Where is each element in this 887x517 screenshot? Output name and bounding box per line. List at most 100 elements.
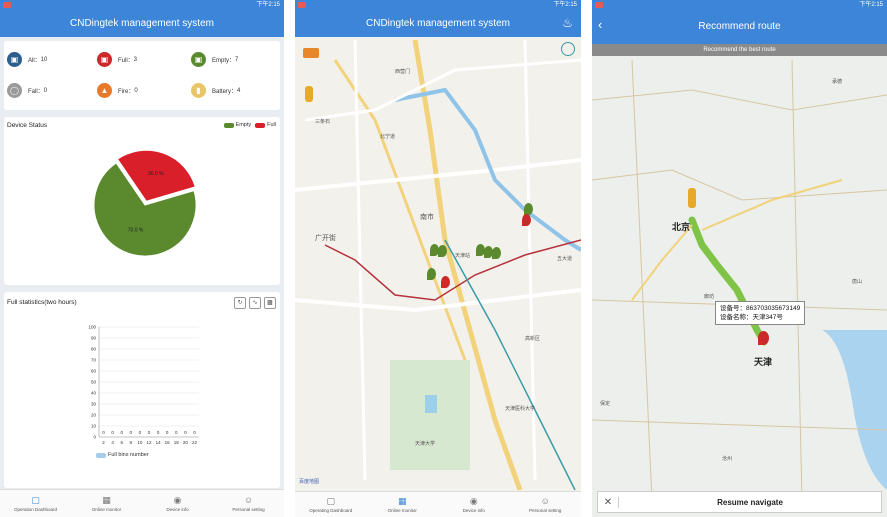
bar-data-label: 0	[111, 430, 114, 435]
user-icon: ☺	[540, 496, 550, 506]
city-label-tianjin: 天津	[754, 357, 773, 367]
line-chart-icon[interactable]: ∿	[249, 297, 261, 309]
pie-legend: Empty Full	[220, 122, 276, 128]
bar-data-label: 0	[139, 430, 142, 435]
category-all[interactable]: ▣ All： 10	[7, 52, 47, 67]
device-number: 设备号：863703035673149	[720, 305, 801, 312]
bin-marker-empty[interactable]	[438, 245, 447, 257]
worker-icon[interactable]	[688, 188, 696, 208]
bin-marker-full[interactable]	[441, 276, 450, 288]
route-map[interactable]	[592, 0, 887, 517]
bin-marker-empty[interactable]	[492, 247, 501, 259]
y-tick-label: 0	[93, 435, 96, 440]
map-label: 沧州	[722, 456, 733, 462]
bar-data-label: 0	[193, 430, 196, 435]
close-icon[interactable]: ✕	[598, 496, 619, 508]
bar-data-label: 0	[184, 430, 187, 435]
route-screen: 下午2:15 Recommend route ‹ Recommend the b…	[592, 0, 887, 517]
x-tick-label: 10	[137, 440, 143, 445]
map-label: 三条石	[315, 119, 331, 125]
bell-icon[interactable]: ♨	[562, 16, 573, 30]
legend-empty: Empty	[235, 122, 252, 128]
map-label: 廊坊	[704, 294, 715, 300]
tab-personal-setting[interactable]: ☺ Personal setting	[232, 495, 265, 512]
map-icon: ▦	[397, 496, 407, 506]
bottom-tab-bar: ▢ Operation Dashboard ▦ Online monitor ◉ De…	[0, 489, 284, 517]
status-time: 下午2:15	[256, 2, 280, 8]
status-time: 下午2:15	[859, 2, 883, 8]
device-popup[interactable]: 设备号：863703035673149 设备名称：天津347号	[715, 301, 806, 325]
notification-icon	[3, 2, 11, 8]
category-fire[interactable]: ▲ Fire： 0	[97, 83, 138, 98]
tab-online-monitor[interactable]: ▦ Online monitor	[91, 495, 122, 512]
bar-data-label: 0	[175, 430, 178, 435]
y-tick-label: 100	[88, 325, 96, 330]
bin-marker-full[interactable]	[758, 331, 769, 345]
empty-bin-icon: ▣	[191, 52, 206, 67]
bar-data-label: 0	[157, 430, 160, 435]
tab-operation-dashboard[interactable]: ▢ Operation Dashboard	[13, 495, 58, 512]
bin-marker-empty[interactable]	[484, 246, 493, 258]
category-summary-card: ▣ All： 10 ▣ Full： 3 ▣ Empty： 7 ◯ Fall： 0 ▲ Fire： 0…	[4, 41, 280, 110]
tab-online-monitor[interactable]: ▦ Online monitor	[387, 496, 417, 513]
tab-device-info[interactable]: ◉ Device info	[166, 495, 189, 512]
page-title: CNDingtek management system	[295, 10, 581, 37]
x-tick-label: 14	[156, 440, 162, 445]
battery-icon: ▮	[191, 83, 206, 98]
legend-swatch-full-bins	[96, 452, 106, 458]
x-tick-label: 2	[102, 440, 105, 445]
compass-icon[interactable]	[561, 42, 575, 56]
tab-operating-dashboard[interactable]: ▢ Operating Dashboard	[309, 496, 353, 513]
y-tick-label: 50	[91, 380, 97, 385]
trash-icon: ▣	[7, 52, 22, 67]
bar-chart-icon[interactable]: ▩	[264, 297, 276, 309]
dashboard-screen: 下午2:15 CNDingtek management system ▣ All：…	[0, 0, 284, 517]
pie-data-label: 30.0 %	[148, 171, 164, 177]
map-label: 广开街	[315, 235, 336, 242]
fall-icon: ◯	[7, 83, 22, 98]
category-full[interactable]: ▣ Full： 3	[97, 52, 137, 67]
map-label: 南市	[420, 214, 434, 221]
full-bin-icon: ▣	[97, 52, 112, 67]
page-title: CNDingtek management system	[0, 10, 284, 37]
bin-marker-empty[interactable]	[430, 244, 439, 256]
notification-icon	[595, 2, 603, 8]
map-label: 承德	[832, 79, 843, 85]
refresh-icon[interactable]: ↻	[234, 297, 246, 309]
back-chevron-icon[interactable]: ‹	[598, 17, 603, 32]
city-map[interactable]	[295, 0, 581, 517]
status-bar: 下午2:15	[0, 0, 284, 10]
map-label: 五大道	[557, 256, 573, 262]
map-label: 保定	[600, 401, 611, 407]
bin-marker-empty[interactable]	[427, 268, 436, 280]
map-label: 唐山	[852, 279, 863, 285]
x-tick-label: 12	[146, 440, 152, 445]
monitor-icon: ▢	[31, 495, 40, 505]
device-name: 设备名称：天津347号	[720, 314, 783, 321]
device-status-pie-chart: 30.0 % 70.0 %	[93, 149, 197, 257]
legend-swatch-empty	[223, 122, 234, 128]
map-label: 天津大学	[415, 441, 436, 447]
route-banner: Recommend the best route	[592, 44, 887, 56]
tab-personal-setting[interactable]: ☺ Personal setting	[529, 496, 562, 513]
device-status-title: Device Status	[7, 122, 48, 129]
bin-marker-empty[interactable]	[524, 203, 533, 215]
truck-icon[interactable]	[303, 48, 319, 58]
bar-data-label: 0	[102, 430, 105, 435]
x-tick-label: 6	[120, 440, 123, 445]
tab-device-info[interactable]: ◉ Device info	[462, 496, 485, 513]
bar-data-label: 0	[120, 430, 123, 435]
resume-navigate-button[interactable]: Resume navigate	[717, 497, 783, 507]
bottom-tab-bar: ▢ Operating Dashboard ▦ Online monitor ◉ De…	[295, 491, 581, 517]
worker-icon[interactable]	[305, 86, 313, 102]
category-battery[interactable]: ▮ Battery： 4	[191, 83, 240, 98]
category-fall[interactable]: ◯ Fall： 0	[7, 83, 47, 98]
pie-slice-empty	[93, 162, 197, 257]
signal-icon: ◉	[173, 495, 182, 505]
full-statistics-card: Full statistics(two hours) ↻ ∿ ▩ 0 10 20 30…	[4, 292, 280, 488]
legend-swatch-full	[255, 122, 266, 128]
bin-marker-full[interactable]	[522, 214, 531, 226]
bin-marker-empty[interactable]	[476, 244, 485, 256]
bar-data-label: 0	[130, 430, 133, 435]
category-empty[interactable]: ▣ Empty： 7	[191, 52, 238, 67]
